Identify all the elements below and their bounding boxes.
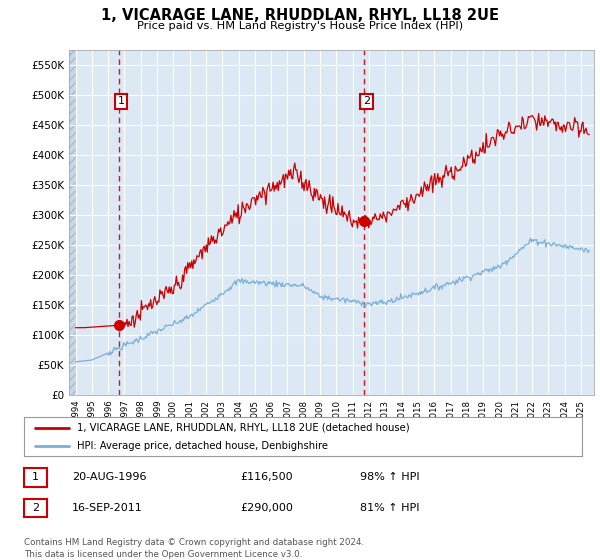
Text: 1, VICARAGE LANE, RHUDDLAN, RHYL, LL18 2UE (detached house): 1, VICARAGE LANE, RHUDDLAN, RHYL, LL18 2… — [77, 423, 410, 433]
Text: Price paid vs. HM Land Registry's House Price Index (HPI): Price paid vs. HM Land Registry's House … — [137, 21, 463, 31]
Text: £116,500: £116,500 — [240, 472, 293, 482]
Text: 1: 1 — [118, 96, 125, 106]
Text: 1: 1 — [32, 473, 39, 482]
Text: 1, VICARAGE LANE, RHUDDLAN, RHYL, LL18 2UE: 1, VICARAGE LANE, RHUDDLAN, RHYL, LL18 2… — [101, 8, 499, 24]
Text: Contains HM Land Registry data © Crown copyright and database right 2024.
This d: Contains HM Land Registry data © Crown c… — [24, 538, 364, 559]
Text: 81% ↑ HPI: 81% ↑ HPI — [360, 503, 419, 513]
Text: 98% ↑ HPI: 98% ↑ HPI — [360, 472, 419, 482]
Text: HPI: Average price, detached house, Denbighshire: HPI: Average price, detached house, Denb… — [77, 441, 328, 451]
Text: 2: 2 — [32, 503, 39, 513]
Bar — [69, 50, 76, 395]
Text: 2: 2 — [363, 96, 370, 106]
Text: 16-SEP-2011: 16-SEP-2011 — [72, 503, 143, 513]
Text: £290,000: £290,000 — [240, 503, 293, 513]
Text: 20-AUG-1996: 20-AUG-1996 — [72, 472, 146, 482]
